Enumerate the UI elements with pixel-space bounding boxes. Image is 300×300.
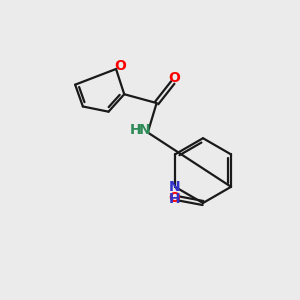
Text: H: H — [169, 192, 180, 206]
Text: H: H — [130, 123, 141, 137]
Text: N: N — [169, 180, 180, 194]
Text: N: N — [139, 123, 151, 137]
Text: O: O — [168, 191, 180, 205]
Text: O: O — [114, 59, 126, 73]
Text: O: O — [168, 71, 180, 85]
